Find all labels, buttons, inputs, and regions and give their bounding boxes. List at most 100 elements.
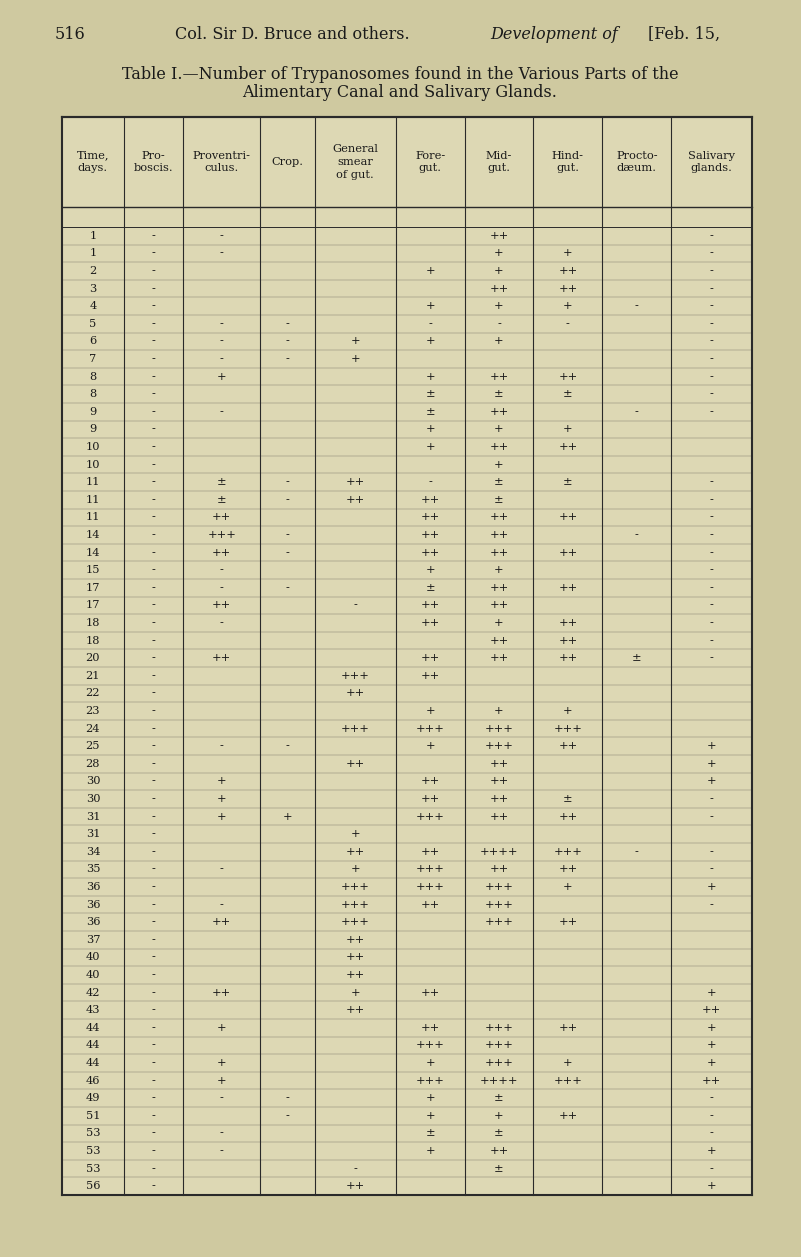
Text: 17: 17 bbox=[86, 601, 100, 611]
Text: ++: ++ bbox=[558, 442, 578, 453]
Text: ++: ++ bbox=[489, 284, 509, 294]
Text: -: - bbox=[286, 742, 290, 752]
Text: ++: ++ bbox=[702, 1006, 721, 1016]
Text: 3: 3 bbox=[89, 284, 96, 294]
Text: -: - bbox=[151, 1182, 155, 1192]
Text: -: - bbox=[151, 953, 155, 963]
Text: +++: +++ bbox=[485, 1023, 513, 1033]
Text: +++: +++ bbox=[485, 742, 513, 752]
Text: -: - bbox=[710, 495, 714, 505]
Text: -: - bbox=[151, 566, 155, 576]
Text: -: - bbox=[710, 231, 714, 241]
Text: 56: 56 bbox=[86, 1182, 100, 1192]
Text: -: - bbox=[151, 319, 155, 329]
Text: -: - bbox=[710, 302, 714, 312]
Text: -: - bbox=[151, 918, 155, 928]
Text: -: - bbox=[429, 319, 432, 329]
Text: +: + bbox=[217, 1076, 227, 1086]
Text: -: - bbox=[151, 284, 155, 294]
Text: -: - bbox=[219, 337, 223, 347]
Text: -: - bbox=[710, 513, 714, 523]
Text: 4: 4 bbox=[89, 302, 96, 312]
Text: ++: ++ bbox=[421, 671, 440, 681]
Text: 31: 31 bbox=[86, 812, 100, 822]
Text: +++: +++ bbox=[416, 1076, 445, 1086]
Text: ±: ± bbox=[217, 495, 227, 505]
Text: +: + bbox=[425, 372, 435, 382]
Text: Table I.—Number of Trypanosomes found in the Various Parts of the: Table I.—Number of Trypanosomes found in… bbox=[122, 67, 678, 83]
Text: 9: 9 bbox=[89, 425, 96, 435]
Text: -: - bbox=[635, 847, 638, 857]
Text: 42: 42 bbox=[86, 988, 100, 998]
Text: ++: ++ bbox=[421, 1023, 440, 1033]
Text: 53: 53 bbox=[86, 1129, 100, 1139]
Text: +++: +++ bbox=[341, 724, 370, 734]
Text: +++: +++ bbox=[553, 847, 582, 857]
Text: -: - bbox=[151, 372, 155, 382]
Text: 46: 46 bbox=[86, 1076, 100, 1086]
Text: ±: ± bbox=[494, 390, 504, 400]
Text: -: - bbox=[151, 847, 155, 857]
Text: -: - bbox=[151, 495, 155, 505]
Text: -: - bbox=[286, 354, 290, 365]
Text: ++: ++ bbox=[346, 1006, 365, 1016]
Text: +: + bbox=[351, 988, 360, 998]
Text: -: - bbox=[151, 1146, 155, 1156]
Text: Col. Sir D. Bruce and others.: Col. Sir D. Bruce and others. bbox=[175, 26, 409, 43]
Text: -: - bbox=[710, 900, 714, 910]
Text: ++: ++ bbox=[489, 407, 509, 417]
Text: +: + bbox=[217, 812, 227, 822]
Text: +: + bbox=[563, 882, 573, 892]
Text: ++: ++ bbox=[489, 777, 509, 787]
Text: -: - bbox=[151, 1041, 155, 1051]
Text: 20: 20 bbox=[86, 654, 100, 664]
Text: Crop.: Crop. bbox=[272, 157, 304, 167]
Text: -: - bbox=[710, 601, 714, 611]
Text: -: - bbox=[286, 583, 290, 593]
Text: ++: ++ bbox=[489, 530, 509, 541]
Text: -: - bbox=[635, 407, 638, 417]
Text: -: - bbox=[151, 794, 155, 804]
Text: -: - bbox=[151, 1129, 155, 1139]
Text: -: - bbox=[219, 583, 223, 593]
Text: -: - bbox=[286, 530, 290, 541]
Text: -: - bbox=[151, 302, 155, 312]
Text: -: - bbox=[710, 583, 714, 593]
Text: -: - bbox=[151, 337, 155, 347]
Text: ++: ++ bbox=[489, 442, 509, 453]
Text: ++++: ++++ bbox=[480, 1076, 518, 1086]
Text: -: - bbox=[497, 319, 501, 329]
Text: 53: 53 bbox=[86, 1164, 100, 1174]
Text: +: + bbox=[351, 865, 360, 875]
Text: ++: ++ bbox=[489, 1146, 509, 1156]
Text: 11: 11 bbox=[86, 495, 100, 505]
Text: -: - bbox=[151, 530, 155, 541]
Text: 23: 23 bbox=[86, 706, 100, 716]
Text: +++: +++ bbox=[553, 1076, 582, 1086]
Text: -: - bbox=[710, 354, 714, 365]
Text: 1: 1 bbox=[89, 231, 96, 241]
Text: 28: 28 bbox=[86, 759, 100, 769]
Text: -: - bbox=[151, 830, 155, 840]
Text: 18: 18 bbox=[86, 618, 100, 628]
Text: 10: 10 bbox=[86, 460, 100, 470]
Text: ++: ++ bbox=[212, 918, 231, 928]
Text: 36: 36 bbox=[86, 900, 100, 910]
Text: +++: +++ bbox=[416, 724, 445, 734]
Text: ++: ++ bbox=[421, 847, 440, 857]
Text: +: + bbox=[706, 1146, 716, 1156]
Text: -: - bbox=[219, 1146, 223, 1156]
Text: +: + bbox=[425, 1111, 435, 1121]
Text: Development of: Development of bbox=[490, 26, 618, 43]
Text: 9: 9 bbox=[89, 407, 96, 417]
Text: +: + bbox=[217, 794, 227, 804]
Text: 31: 31 bbox=[86, 830, 100, 840]
Text: 516: 516 bbox=[55, 26, 86, 43]
Text: ++: ++ bbox=[558, 654, 578, 664]
Text: 17: 17 bbox=[86, 583, 100, 593]
Text: ++: ++ bbox=[421, 900, 440, 910]
Text: +: + bbox=[425, 742, 435, 752]
Text: -: - bbox=[151, 1164, 155, 1174]
Text: -: - bbox=[286, 337, 290, 347]
Text: +: + bbox=[494, 302, 504, 312]
